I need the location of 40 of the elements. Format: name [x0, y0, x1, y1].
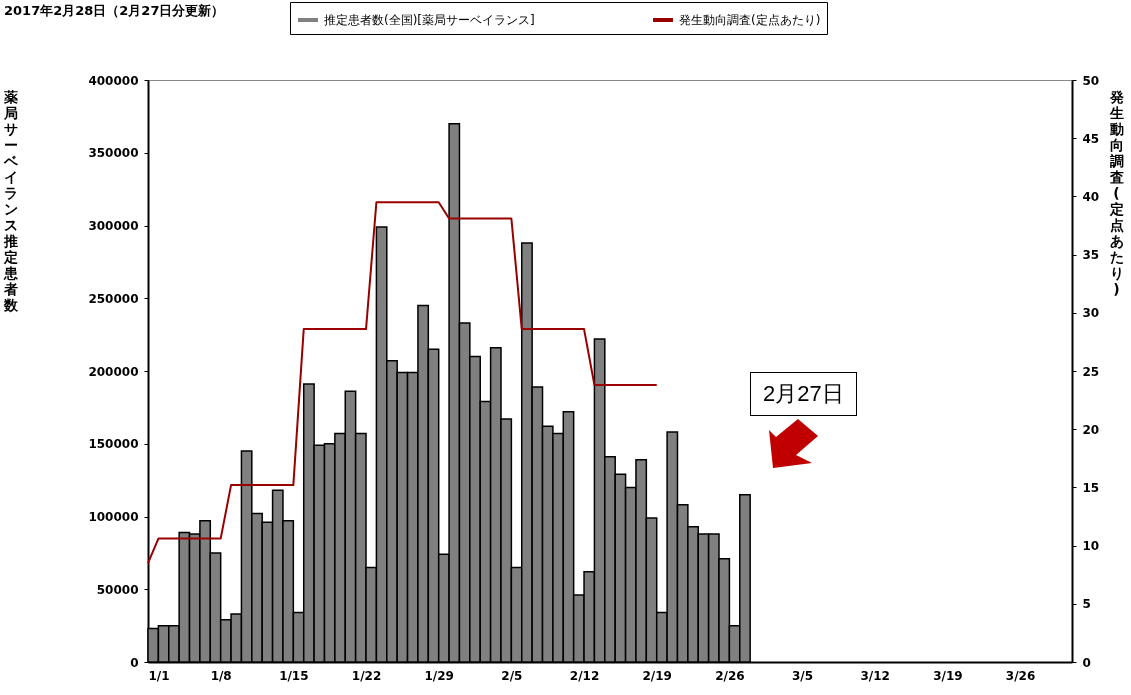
- x-tick-label: 1/1: [148, 668, 170, 683]
- x-tick-label: 3/19: [933, 668, 963, 683]
- y2-tick-label: 40: [1082, 189, 1100, 204]
- y-tick-label: 350000: [88, 146, 139, 161]
- x-tick-label: 3/12: [860, 668, 890, 683]
- x-tick-label: 1/15: [279, 668, 309, 683]
- y-tick-label: 400000: [88, 73, 139, 88]
- y-tick-label: 0: [130, 655, 139, 670]
- y2-tick-label: 30: [1082, 306, 1100, 321]
- x-tick-label: 3/5: [792, 668, 814, 683]
- y2-tick-label: 0: [1082, 655, 1091, 670]
- x-tick-label: 1/22: [351, 668, 382, 683]
- y-tick-label: 100000: [88, 510, 139, 524]
- y2-tick-label: 10: [1082, 539, 1100, 554]
- text: 発生動向調査(定点あたり): [1109, 88, 1124, 297]
- y2-tick-label: 20: [1082, 422, 1100, 437]
- chart-title: 2017年2月28日（2月27日分更新）: [4, 2, 225, 20]
- y-tick-label: 300000: [88, 219, 139, 233]
- y-tick-label: 200000: [88, 364, 139, 379]
- y-tick-label: 250000: [88, 291, 139, 306]
- x-tick-label: 2/19: [642, 668, 672, 683]
- x-tick-label: 2/12: [569, 668, 600, 683]
- y2-tick-label: 50: [1082, 73, 1100, 88]
- line-series: [147, 201, 658, 565]
- x-tick-label: 1/29: [424, 668, 454, 683]
- y2-tick-label: 5: [1082, 597, 1091, 612]
- legend-label: 推定患者数(全国)[薬局サーベイランス]: [324, 13, 535, 27]
- x-tick-label: 2/26: [715, 668, 745, 683]
- legend-label: 発生動向調査(定点あたり): [679, 13, 821, 27]
- x-tick-label: 1/8: [210, 668, 232, 683]
- y-tick-label: 50000: [96, 582, 139, 597]
- y2-tick-label: 45: [1082, 131, 1100, 146]
- y2-tick-label: 35: [1082, 248, 1100, 263]
- text: 薬局サーベイランス推定患者数: [3, 88, 18, 313]
- y2-tick-label: 25: [1082, 364, 1100, 379]
- x-tick-label: 3/26: [1005, 668, 1036, 683]
- annotation: 2月27日: [750, 372, 857, 416]
- y2-tick-label: 15: [1082, 480, 1100, 495]
- x-tick-label: 2/5: [501, 668, 523, 683]
- y-tick-label: 150000: [88, 437, 139, 452]
